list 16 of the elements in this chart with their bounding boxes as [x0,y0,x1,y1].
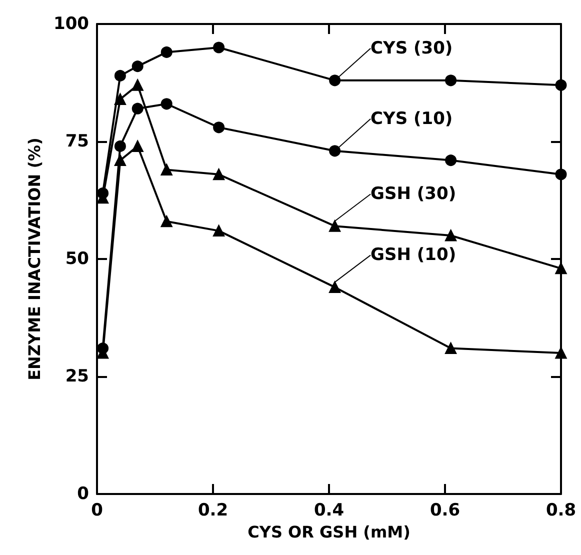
x-tick-label: 0.2 [198,500,228,520]
text: GSH (10) [370,245,456,266]
x-tick-label: 0.8 [546,500,576,520]
legend-label: CYS (30) [370,38,453,58]
x-tick-label: 0.6 [430,500,460,520]
y-tick-label: 25 [65,366,89,386]
x-tick-label: 0 [91,500,104,520]
series-label: CYS (10) [370,108,453,129]
y-tick-label: 50 [65,249,90,269]
x-tick-label: 0.4 [314,500,344,520]
y-tick-label: 0 [77,484,90,504]
y-tick-label: 75 [65,132,89,152]
y-axis-title: ENZYME INACTIVATION (%) [25,138,44,380]
x-axis-title: CYS OR GSH (mM) [248,522,410,542]
series-label: GSH (30) [370,184,456,204]
y-tick-label: 100 [54,14,90,34]
